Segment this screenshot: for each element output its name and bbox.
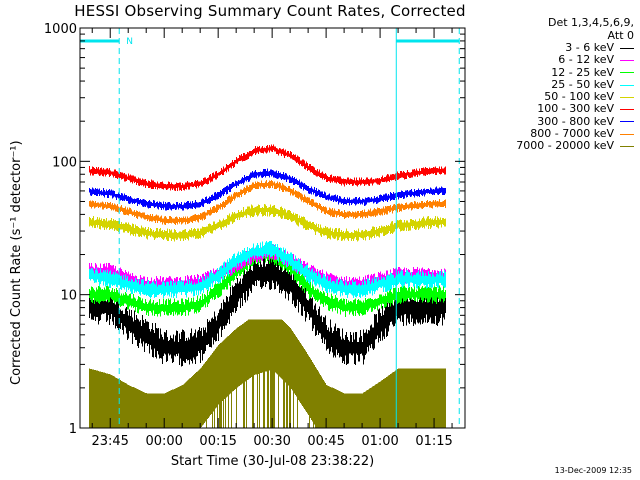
legend-label: 12 - 25 keV	[551, 65, 614, 79]
x-tick-label: 00:00	[145, 434, 182, 449]
legend-swatch	[620, 47, 634, 49]
x-axis-label: Start Time (30-Jul-08 23:38:22)	[170, 454, 375, 469]
legend-label: 3 - 6 keV	[565, 41, 614, 54]
legend-label: 800 - 7000 keV	[530, 127, 614, 141]
x-tick-label: 23:45	[91, 434, 128, 449]
x-tick-label: 01:15	[415, 434, 452, 449]
legend-label: 6 - 12 keV	[558, 53, 614, 67]
y-tick-label: 1	[69, 422, 77, 437]
legend-label: 50 - 100 keV	[544, 90, 614, 104]
legend-item: 3 - 6 keV	[478, 41, 634, 54]
x-tick-label: 00:15	[199, 434, 236, 449]
legend-swatch	[620, 96, 634, 98]
y-tick-label: 1000	[44, 22, 77, 37]
legend-label: 100 - 300 keV	[537, 102, 614, 116]
legend-item: 12 - 25 keV	[478, 65, 634, 79]
legend-label: 25 - 50 keV	[551, 77, 614, 91]
series-line-25-50-kev	[89, 240, 446, 299]
legend-swatch	[620, 84, 634, 86]
legend-swatch	[620, 109, 634, 111]
x-tick-label: 00:45	[307, 434, 344, 449]
y-tick-label: 10	[60, 289, 77, 304]
series-line-300-800-kev	[89, 168, 446, 211]
legend-header-line-2: Att 0	[607, 29, 634, 42]
footer-date: 13-Dec-2009 12:35	[554, 466, 632, 475]
legend-swatch	[620, 121, 634, 123]
legend-swatch	[620, 133, 634, 135]
series-line-3-6-kev	[89, 253, 446, 367]
series-line-7000-20000-kev	[89, 319, 446, 428]
legend-label: 7000 - 20000 keV	[516, 139, 614, 153]
legend: Det 1,3,4,5,6,9, Att 0 3 - 6 keV 6 - 12 k…	[478, 16, 634, 153]
series-line-50-100-kev	[89, 203, 446, 242]
legend-label: 300 - 800 keV	[537, 114, 614, 128]
legend-swatch	[620, 72, 634, 74]
legend-item: 800 - 7000 keV	[478, 127, 634, 141]
legend-item: 100 - 300 keV	[478, 103, 634, 115]
x-tick-label: 00:30	[253, 434, 290, 449]
legend-item: 25 - 50 keV	[478, 77, 634, 91]
legend-item: 6 - 12 keV	[478, 53, 634, 67]
chart-title: HESSI Observing Summary Count Rates, Cor…	[74, 2, 466, 20]
flag-label-n: N	[126, 37, 133, 47]
x-tick-label: 01:00	[361, 434, 398, 449]
legend-item: 7000 - 20000 keV	[478, 140, 634, 152]
legend-item: 50 - 100 keV	[478, 90, 634, 104]
legend-swatch	[620, 146, 634, 148]
y-axis-label: Corrected Count Rate (s⁻¹ detector⁻¹)	[9, 140, 24, 385]
legend-header-line-1: Det 1,3,4,5,6,9,	[547, 16, 634, 29]
y-tick-label: 100	[52, 155, 77, 170]
legend-item: 300 - 800 keV	[478, 114, 634, 128]
series-line-100-300-kev	[89, 144, 446, 191]
legend-swatch	[620, 59, 634, 61]
series-line-800-7000-kev	[89, 179, 446, 225]
